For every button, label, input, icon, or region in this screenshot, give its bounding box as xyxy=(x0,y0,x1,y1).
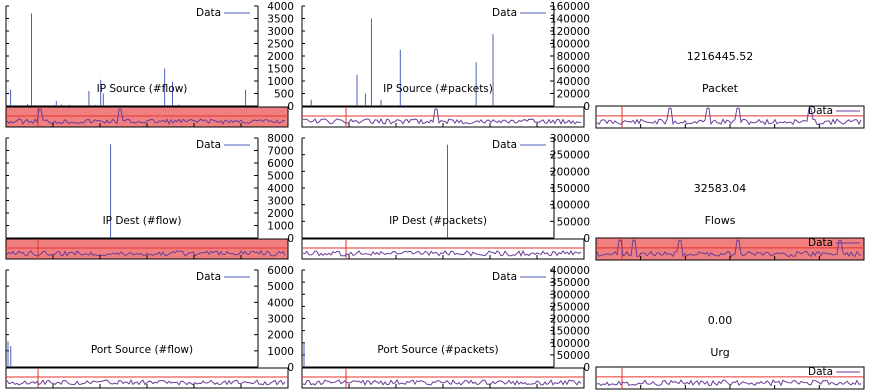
chart-ip-source-flow: 0 500 1000 1500 2000 2500 3000 3500 4000 IP Sourc… xyxy=(0,0,296,130)
y-tick-label: 300000 xyxy=(550,289,590,301)
chart-title: IP Source (#flow) xyxy=(97,83,188,95)
legend-label: Data xyxy=(492,139,517,151)
y-tick-label: 0 xyxy=(287,233,294,245)
y-tick-label: 250000 xyxy=(550,301,590,313)
stat-flows-svg: 32583.04 Flows Data xyxy=(595,182,865,261)
chart-title: IP Source (#packets) xyxy=(383,83,493,95)
stat-label: Packet xyxy=(702,82,739,95)
y-tick-label: 200000 xyxy=(550,166,590,178)
y-tick-label: 0 xyxy=(583,101,590,113)
y-tick-label: 100000 xyxy=(550,39,590,51)
stat-value: 32583.04 xyxy=(694,182,747,195)
stat-value: 1216445.52 xyxy=(687,50,753,63)
y-tick-label: 250000 xyxy=(550,150,590,162)
y-tick-label: 0 xyxy=(583,362,590,374)
y-tick-label: 1000 xyxy=(267,76,294,88)
chart-port-source-packets-svg: 0500001000001500002000002500003000003500… xyxy=(301,265,590,389)
y-tick-label: 3500 xyxy=(267,14,294,26)
mini-series-line xyxy=(302,249,582,257)
legend-label: Data xyxy=(196,7,221,19)
y-tick-label: 300000 xyxy=(550,133,590,145)
chart-title: Port Source (#packets) xyxy=(377,344,498,356)
y-tick-label: 3000 xyxy=(267,196,294,208)
y-tick-label: 350000 xyxy=(550,277,590,289)
chart-port-source-flow: 0 1000 2000 3000 4000 5000 6000 Port Source (#f… xyxy=(0,264,296,391)
legend-label: Data xyxy=(492,271,517,283)
mini-legend-label: Data xyxy=(808,105,833,117)
y-tick-label: 160000 xyxy=(550,1,590,13)
mini-series-line xyxy=(6,249,286,257)
y-tick-label: 60000 xyxy=(557,64,590,76)
mini-series-line xyxy=(596,379,862,387)
y-tick-label: 0 xyxy=(287,362,294,374)
y-tick-label: 50000 xyxy=(557,350,590,362)
y-tick-label: 50000 xyxy=(557,216,590,228)
y-tick-label: 0 xyxy=(583,233,590,245)
mini-legend-label: Data xyxy=(808,237,833,249)
y-tick-label: 6000 xyxy=(267,158,294,170)
y-tick-label: 4000 xyxy=(267,297,294,309)
y-tick-label: 1500 xyxy=(267,64,294,76)
y-tick-label: 3000 xyxy=(267,26,294,38)
mini-series-line xyxy=(302,108,582,125)
chart-title: IP Dest (#flow) xyxy=(103,215,182,227)
chart-port-source-packets: 0 50000 100000 150000 200000 250000 300000 3500… xyxy=(296,264,592,391)
y-tick-label: 2000 xyxy=(267,330,294,342)
y-tick-label: 8000 xyxy=(267,133,294,145)
chart-title: IP Dest (#packets) xyxy=(389,215,487,227)
y-tick-label: 20000 xyxy=(557,89,590,101)
legend-label: Data xyxy=(196,139,221,151)
stat-label: Flows xyxy=(705,214,736,227)
mini-series-line xyxy=(596,239,862,258)
mini-legend-label: Data xyxy=(808,366,833,378)
y-tick-label: 140000 xyxy=(550,14,590,26)
chart-ip-dest-packets: 0 50000 100000 150000 200000 250000 300000 IP D… xyxy=(296,132,592,262)
y-tick-label: 0 xyxy=(287,101,294,113)
y-tick-label: 5000 xyxy=(267,171,294,183)
y-tick-label: 100000 xyxy=(550,338,590,350)
mini-series-line xyxy=(6,108,286,125)
mini-series-line xyxy=(596,107,862,126)
y-tick-label: 2000 xyxy=(267,208,294,220)
chart-ip-dest-flow: 0 1000 2000 3000 4000 5000 6000 7000 8000 IP Dest… xyxy=(0,132,296,262)
y-tick-label: 120000 xyxy=(550,26,590,38)
y-tick-label: 40000 xyxy=(557,76,590,88)
legend-label: Data xyxy=(492,7,517,19)
y-tick-label: 1000 xyxy=(267,346,294,358)
chart-ip-source-packets: 0 20000 40000 60000 80000 100000 120000 140000 1… xyxy=(296,0,592,130)
stat-value: 0.00 xyxy=(708,314,733,327)
y-tick-label: 4000 xyxy=(267,183,294,195)
y-tick-label: 2500 xyxy=(267,39,294,51)
chart-ip-source-packets-svg: 0200004000060000800001000001200001400001… xyxy=(301,1,590,128)
y-tick-label: 400000 xyxy=(550,265,590,277)
y-tick-label: 150000 xyxy=(550,183,590,195)
chart-ip-dest-packets-svg: 0 50000 100000 150000 200000 250000 300000 IP D… xyxy=(301,133,590,260)
y-tick-label: 100000 xyxy=(550,200,590,212)
chart-title: Port Source (#flow) xyxy=(91,344,193,356)
stat-packet-svg: 1216445.52 Packet Data xyxy=(595,50,865,129)
stat-packet: 1216445.52 Packet Data xyxy=(590,0,870,130)
y-tick-label: 1000 xyxy=(267,221,294,233)
chart-port-source-flow-svg: 0 1000 2000 3000 4000 5000 6000 Port Source (#f… xyxy=(5,265,294,389)
y-tick-label: 500 xyxy=(274,89,294,101)
y-tick-label: 6000 xyxy=(267,265,294,277)
y-tick-label: 5000 xyxy=(267,281,294,293)
mini-series-line xyxy=(6,378,286,386)
stat-urg: 0.00 Urg Data xyxy=(590,264,870,391)
y-tick-label: 4000 xyxy=(267,1,294,13)
stat-urg-svg: 0.00 Urg Data xyxy=(595,314,865,390)
y-tick-label: 150000 xyxy=(550,326,590,338)
y-tick-label: 3000 xyxy=(267,314,294,326)
y-tick-label: 2000 xyxy=(267,51,294,63)
y-tick-label: 200000 xyxy=(550,314,590,326)
y-tick-label: 80000 xyxy=(557,51,590,63)
legend-label: Data xyxy=(196,271,221,283)
stat-label: Urg xyxy=(710,346,729,359)
stat-flows: 32583.04 Flows Data xyxy=(590,132,870,262)
y-tick-label: 7000 xyxy=(267,146,294,158)
mini-series-line xyxy=(302,378,582,387)
